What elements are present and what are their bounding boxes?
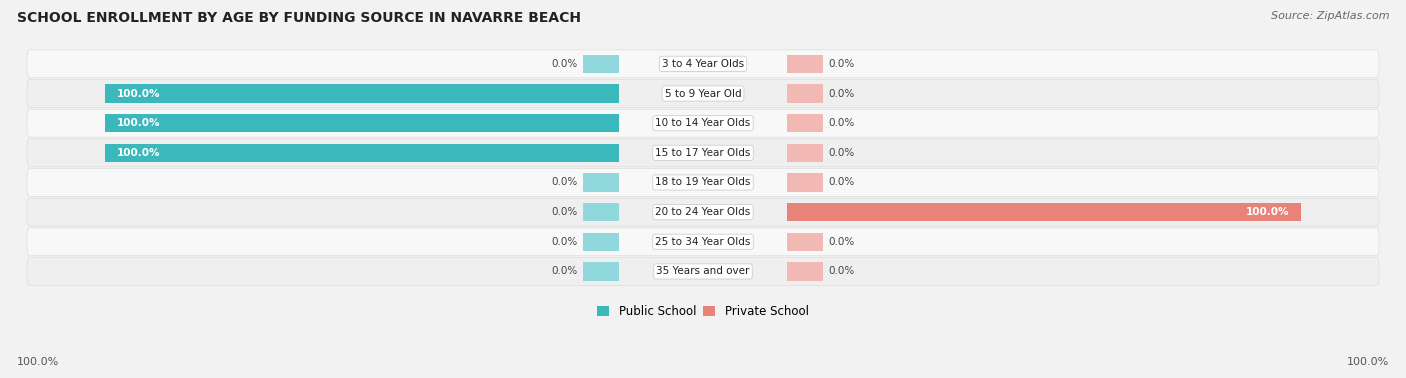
Text: 25 to 34 Year Olds: 25 to 34 Year Olds [655, 237, 751, 247]
Bar [583, 55, 619, 73]
FancyBboxPatch shape [27, 169, 1379, 197]
Text: 100.0%: 100.0% [17, 357, 59, 367]
Bar [787, 55, 823, 73]
Text: 0.0%: 0.0% [551, 266, 578, 276]
Bar [787, 84, 823, 103]
Text: 100.0%: 100.0% [117, 118, 160, 128]
Bar [787, 232, 823, 251]
Text: 0.0%: 0.0% [828, 88, 855, 99]
Text: 0.0%: 0.0% [828, 59, 855, 69]
Text: Source: ZipAtlas.com: Source: ZipAtlas.com [1271, 11, 1389, 21]
Bar [787, 114, 823, 132]
FancyBboxPatch shape [27, 228, 1379, 256]
Bar [787, 144, 823, 162]
Text: 3 to 4 Year Olds: 3 to 4 Year Olds [662, 59, 744, 69]
Text: 100.0%: 100.0% [117, 148, 160, 158]
Text: 0.0%: 0.0% [551, 178, 578, 187]
Text: 0.0%: 0.0% [551, 237, 578, 247]
Bar [583, 173, 619, 192]
Bar [583, 262, 619, 280]
Text: 10 to 14 Year Olds: 10 to 14 Year Olds [655, 118, 751, 128]
Text: 35 Years and over: 35 Years and over [657, 266, 749, 276]
Text: 18 to 19 Year Olds: 18 to 19 Year Olds [655, 178, 751, 187]
Bar [787, 173, 823, 192]
Text: 0.0%: 0.0% [828, 178, 855, 187]
FancyBboxPatch shape [27, 79, 1379, 107]
Bar [787, 203, 1302, 222]
Bar [104, 144, 619, 162]
Text: 0.0%: 0.0% [551, 207, 578, 217]
FancyBboxPatch shape [27, 109, 1379, 137]
FancyBboxPatch shape [27, 257, 1379, 285]
Text: 0.0%: 0.0% [828, 148, 855, 158]
Bar [104, 84, 619, 103]
Text: 15 to 17 Year Olds: 15 to 17 Year Olds [655, 148, 751, 158]
Text: 20 to 24 Year Olds: 20 to 24 Year Olds [655, 207, 751, 217]
Legend: Public School, Private School: Public School, Private School [593, 301, 813, 323]
Text: 0.0%: 0.0% [828, 118, 855, 128]
Bar [104, 114, 619, 132]
Text: 100.0%: 100.0% [1347, 357, 1389, 367]
Text: 100.0%: 100.0% [117, 88, 160, 99]
Text: 0.0%: 0.0% [551, 59, 578, 69]
FancyBboxPatch shape [27, 139, 1379, 167]
Bar [787, 262, 823, 280]
Bar [583, 203, 619, 222]
Text: 100.0%: 100.0% [1246, 207, 1289, 217]
FancyBboxPatch shape [27, 50, 1379, 78]
Bar [583, 232, 619, 251]
Text: SCHOOL ENROLLMENT BY AGE BY FUNDING SOURCE IN NAVARRE BEACH: SCHOOL ENROLLMENT BY AGE BY FUNDING SOUR… [17, 11, 581, 25]
Text: 0.0%: 0.0% [828, 237, 855, 247]
FancyBboxPatch shape [27, 198, 1379, 226]
Text: 5 to 9 Year Old: 5 to 9 Year Old [665, 88, 741, 99]
Text: 0.0%: 0.0% [828, 266, 855, 276]
